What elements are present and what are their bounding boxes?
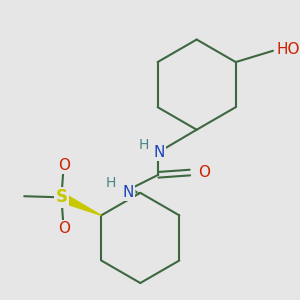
Text: N: N: [154, 145, 165, 160]
Text: H: H: [106, 176, 116, 190]
Text: H: H: [139, 139, 149, 152]
Text: HO: HO: [276, 42, 300, 57]
Text: O: O: [58, 221, 70, 236]
Text: O: O: [58, 158, 70, 173]
Text: S: S: [56, 188, 68, 206]
Polygon shape: [59, 193, 101, 215]
Text: N: N: [122, 185, 134, 200]
Text: O: O: [198, 165, 210, 180]
